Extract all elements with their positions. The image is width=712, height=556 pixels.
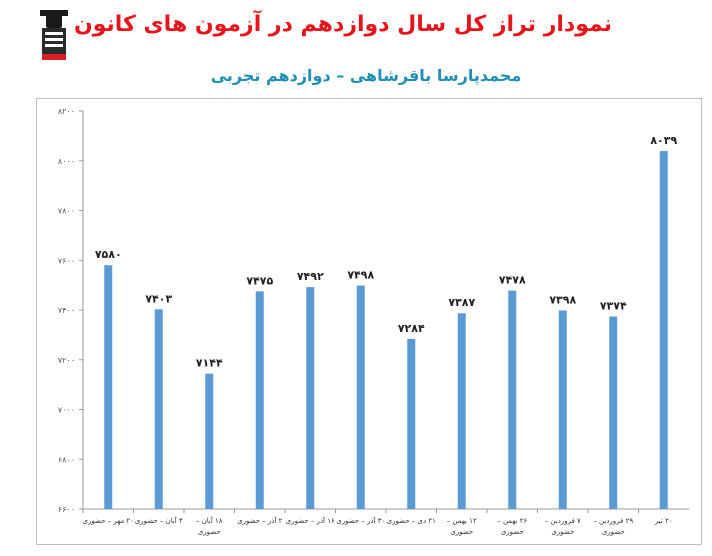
- data-label: ۷۲۸۴: [398, 322, 425, 335]
- data-label: ۷۴۷۸: [499, 274, 526, 287]
- data-label: ۷۳۹۸: [549, 293, 576, 306]
- logo-stripe-2: [45, 38, 63, 41]
- logo-head: [46, 14, 62, 28]
- bar: [205, 373, 214, 509]
- bar: [356, 285, 365, 509]
- logo-base: [42, 54, 66, 60]
- bar: [407, 338, 416, 509]
- data-label: ۷۴۹۲: [297, 270, 324, 283]
- bar: [457, 313, 466, 509]
- bar: [306, 287, 315, 509]
- x-tick-label: ۲۹ فروردین –: [593, 517, 633, 525]
- x-tick-label: ۲۰ تیر: [654, 517, 673, 525]
- x-tick-label: حضوری: [602, 528, 625, 536]
- bar: [255, 291, 264, 509]
- data-label: ۷۱۴۴: [196, 357, 223, 370]
- bar: [508, 290, 517, 509]
- kanoon-logo: [40, 10, 68, 60]
- bar: [659, 151, 668, 509]
- x-tick-label: ۳۰ آذر – حضوری: [336, 516, 385, 525]
- x-tick-label: ۲۰ مهر – حضوری: [83, 517, 134, 525]
- logo-stripe-1: [45, 32, 63, 35]
- y-tick-label: ۷۴۰۰: [58, 306, 75, 315]
- bar: [558, 310, 567, 509]
- x-tick-label: ۱۲ بهمن –: [447, 517, 477, 525]
- y-tick-label: ۷۶۰۰: [58, 256, 75, 265]
- data-label: ۷۵۸۰: [95, 248, 122, 261]
- x-tick-label: ۴ آبان – حضوری: [135, 516, 183, 525]
- x-tick-label: ۲۶ بهمن –: [497, 517, 527, 525]
- data-label: ۷۴۰۳: [145, 292, 172, 305]
- x-tick-label: ۲ آذر – حضوری: [237, 516, 283, 525]
- y-tick-label: ۷۸۰۰: [58, 207, 75, 216]
- x-tick-label: حضوری: [551, 528, 574, 536]
- data-label: ۷۳۷۴: [600, 299, 627, 312]
- x-tick-label: ۱۶ آذر – حضوری: [286, 516, 335, 525]
- data-label: ۸۰۳۹: [650, 134, 677, 147]
- data-label: ۷۴۹۸: [347, 269, 374, 282]
- bar-chart: ۶۶۰۰ ۶۸۰۰ ۷۰۰۰ ۷۲۰۰ ۷۴۰۰ ۷۶۰۰ ۷۸۰۰ ۸۰۰۰ ۸۲۰۰ ۷۵۸۰…: [58, 107, 689, 536]
- x-tick-label: ۱۸ آبان –: [196, 516, 223, 525]
- x-tick-label: ۷ فروردین –: [545, 517, 581, 525]
- logo-stripe-3: [45, 44, 63, 47]
- data-label: ۷۳۸۷: [448, 296, 475, 309]
- bar: [154, 309, 163, 509]
- x-tick-label: حضوری: [501, 528, 524, 536]
- chart-area: ۶۶۰۰ ۶۸۰۰ ۷۰۰۰ ۷۲۰۰ ۷۴۰۰ ۷۶۰۰ ۷۸۰۰ ۸۰۰۰ ۸۲۰۰ ۷۵۸۰…: [36, 98, 702, 545]
- chart-title: نمودار تراز کل سال دوازدهم در آزمون های …: [73, 12, 612, 37]
- data-label: ۷۴۷۵: [246, 274, 273, 287]
- y-tick-label: ۸۲۰۰: [58, 107, 75, 116]
- y-tick-label: ۶۶۰۰: [58, 505, 75, 514]
- bar: [609, 316, 618, 509]
- bar: [104, 265, 113, 509]
- x-tick-label: حضوری: [198, 528, 221, 536]
- x-tick-label: حضوری: [450, 528, 473, 536]
- y-tick-label: ۶۸۰۰: [58, 455, 75, 464]
- y-tick-label: ۷۲۰۰: [58, 356, 75, 365]
- logo-cap: [40, 10, 68, 16]
- y-tick-label: ۸۰۰۰: [58, 157, 75, 166]
- chart-subtitle: محمدپارسا باقرشاهی – دوازدهم تجربی: [210, 66, 522, 85]
- x-tick-label: ۲۱ دی – حضوری: [387, 517, 436, 525]
- y-tick-label: ۷۰۰۰: [58, 406, 75, 415]
